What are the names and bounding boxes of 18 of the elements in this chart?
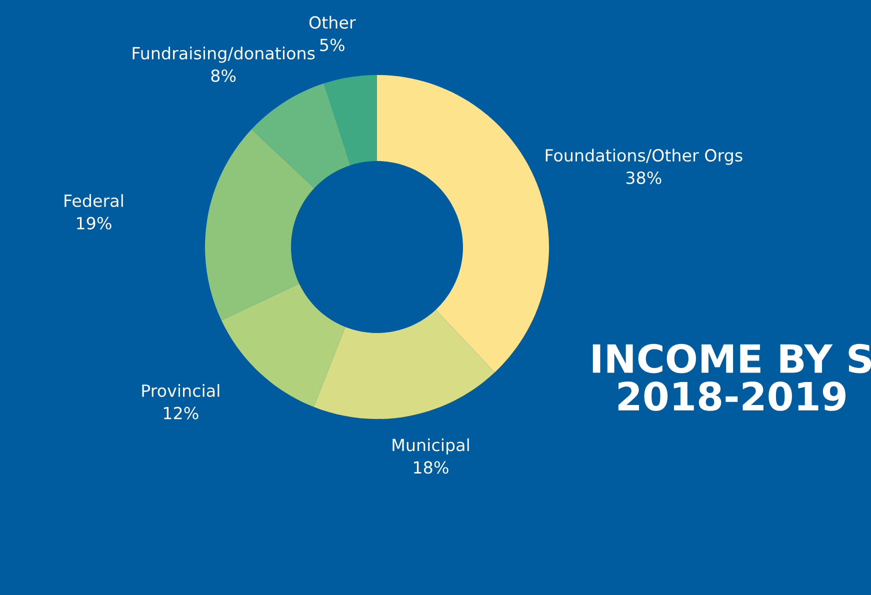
data-label: 5% xyxy=(320,38,344,52)
data-label: 18% xyxy=(414,461,448,474)
donut-slice xyxy=(221,284,346,407)
slice-label: Fundraising/donations xyxy=(132,46,315,63)
slice-label: Other xyxy=(309,16,356,29)
donut-slice xyxy=(252,83,350,188)
slice-label: Municipal xyxy=(392,438,469,455)
slice-label: Provincial xyxy=(142,384,220,397)
slice-label: Foundations/Other Orgs xyxy=(546,148,742,165)
text: INCOME BY S 2018-2019 xyxy=(592,344,871,411)
donut-slice xyxy=(324,75,377,166)
donut-slice xyxy=(205,129,314,320)
data-label: 12% xyxy=(164,406,198,420)
data-label: 19% xyxy=(77,216,112,230)
slice-label: Federal xyxy=(64,194,123,208)
data-label: 38% xyxy=(626,172,662,184)
data-label: 8% xyxy=(211,69,236,82)
donut-slice xyxy=(314,310,495,419)
